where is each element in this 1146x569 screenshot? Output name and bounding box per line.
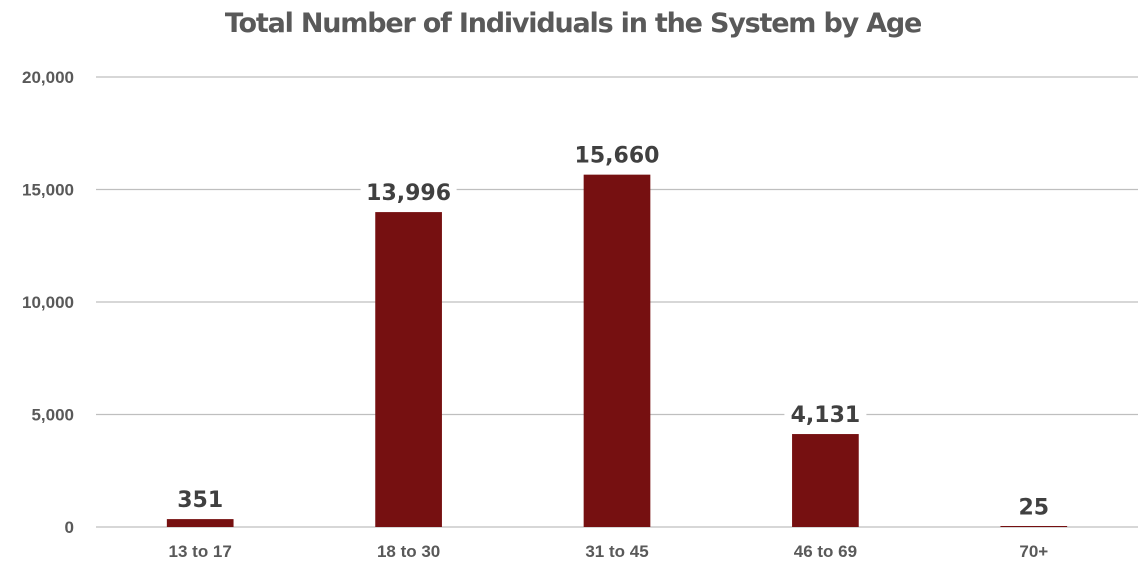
bars [166,174,1068,527]
x-tick-label: 31 to 45 [585,542,648,561]
data-label-background [569,138,665,169]
data-label-background [1013,490,1054,521]
data-label: 15,660 [575,144,660,169]
bar [583,174,651,527]
y-tick-label: 0 [65,518,74,537]
bar [166,519,234,527]
data-label: 13,996 [366,181,451,206]
x-tick-label: 18 to 30 [377,542,440,561]
y-tick-label: 10,000 [22,293,74,312]
y-axis-tick-labels: 0 5,000 10,000 15,000 20,000 [22,68,74,537]
data-label-background [173,483,228,514]
bar [792,434,859,527]
bar [375,212,442,527]
y-tick-label: 15,000 [22,181,74,200]
data-labels: 351 13,996 15,660 4,131 25 [173,138,1054,521]
data-label: 4,131 [791,403,861,428]
x-tick-label: 70+ [1019,542,1048,561]
data-label: 351 [177,488,223,513]
data-label-background [784,398,867,429]
data-label: 25 [1018,495,1049,520]
data-label-background [360,176,457,207]
y-tick-label: 5,000 [31,406,74,425]
x-tick-label: 13 to 17 [169,542,232,561]
x-tick-label: 46 to 69 [794,542,857,561]
chart-title: Total Number of Individuals in the Syste… [224,8,922,39]
y-tick-label: 20,000 [22,68,74,87]
bar [1000,526,1068,527]
x-axis-tick-labels: 13 to 17 18 to 30 31 to 45 46 to 69 70+ [169,542,1049,561]
